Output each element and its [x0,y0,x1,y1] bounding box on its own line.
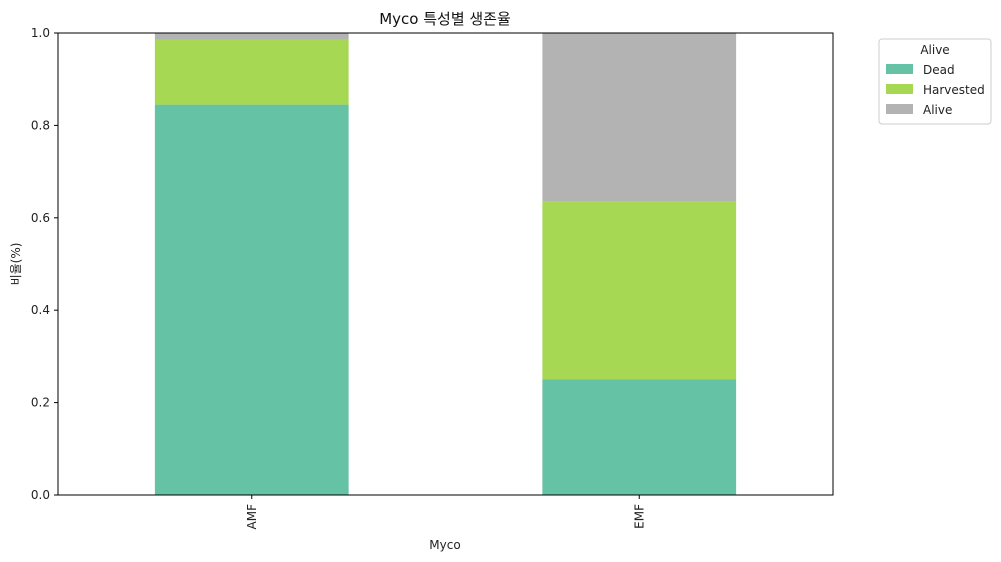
x-axis: AMF EMF [245,495,646,530]
y-tick-label: 1.0 [31,26,50,40]
bar-alive-amf [154,33,349,40]
legend-label-dead: Dead [923,63,955,77]
y-tick-label: 0.4 [31,303,50,317]
bar-dead-amf [154,104,349,496]
y-tick-label: 0.2 [31,396,50,410]
plot-frame [57,32,834,496]
y-tick-label: 0.0 [31,488,50,502]
x-axis-label: Myco [429,538,460,552]
legend-frame [878,38,992,125]
bars [154,33,737,496]
bar-dead-emf [542,379,737,495]
chart-title: Myco 특성별 생존율 [379,10,511,28]
bar-alive-emf [542,33,737,202]
y-tick-label: 0.6 [31,211,50,225]
y-axis-label: 비율(%) [9,243,23,286]
legend-label-harvested: Harvested [923,83,985,97]
plot-area: 0.0 0.2 0.4 0.6 0.8 1.0 AMF EMF [31,26,834,530]
x-tick-label: AMF [245,504,259,530]
legend-swatch-harvested [886,84,913,94]
legend-items: Dead Harvested Alive [886,63,985,117]
y-tick-label: 0.8 [31,118,50,132]
bar-harvested-emf [542,201,737,380]
y-axis: 0.0 0.2 0.4 0.6 0.8 1.0 [31,26,58,502]
bar-harvested-amf [154,39,349,105]
legend-swatch-alive [886,104,913,114]
x-tick-label: EMF [632,504,646,529]
legend-title: Alive [920,43,949,57]
legend: Alive Dead Harvested Alive [878,38,992,125]
legend-label-alive: Alive [923,103,952,117]
legend-swatch-dead [886,64,913,74]
